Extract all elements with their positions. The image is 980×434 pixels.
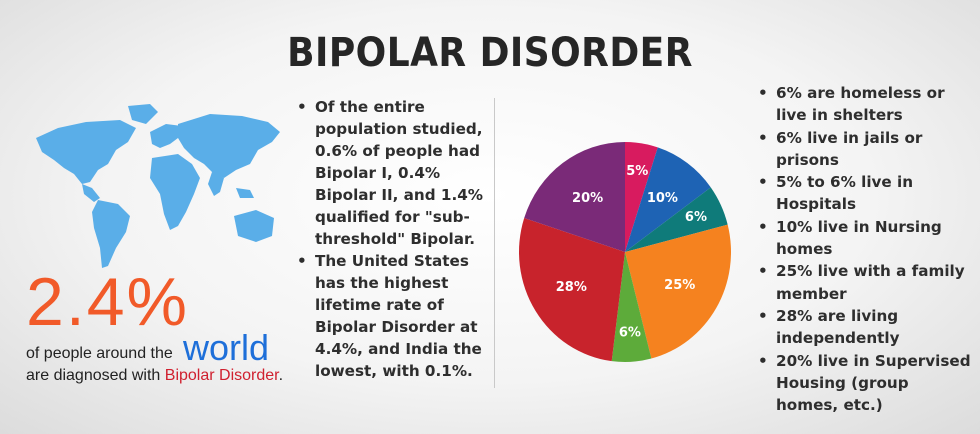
study-facts-list: Of the entire population studied, 0.6% o… (295, 96, 485, 382)
stat-world-word: world (183, 327, 270, 368)
living-situation-list: 6% are homeless or live in shelters 6% l… (756, 82, 976, 416)
caption-suffix: . (278, 367, 284, 384)
pie-slice (625, 147, 711, 252)
caption-prefix: are diagnosed with (26, 367, 165, 384)
list-item: 6% are homeless or live in shelters (756, 82, 976, 127)
pie-slice-label: 5% (626, 164, 648, 179)
pie-slice-label: 20% (572, 191, 603, 206)
stat-caption-line2: are diagnosed with Bipolar Disorder. (26, 367, 283, 385)
stat-caption-line1: of people around the (26, 345, 173, 362)
pie-slice-label: 28% (556, 280, 587, 295)
pie-slice (625, 224, 732, 359)
pie-slice-label: 6% (619, 326, 641, 341)
list-item: 20% live in Supervised Housing (group ho… (756, 350, 976, 417)
world-map-icon (36, 104, 280, 268)
pie-slice (625, 187, 728, 252)
caption-highlight: Bipolar Disorder (164, 367, 279, 384)
pie-slice (519, 218, 625, 362)
page-title: BIPOLAR DISORDER (287, 30, 693, 76)
list-item: 10% live in Nursing homes (756, 216, 976, 261)
list-item: The United States has the highest lifeti… (295, 250, 485, 382)
living-situation-pie-chart: 5% 10% 6% 25% 6% 28% 20% (519, 142, 732, 362)
pie-slice-label: 6% (685, 210, 707, 225)
stat-percentage: 2.4% (26, 264, 189, 340)
list-item: Of the entire population studied, 0.6% o… (295, 96, 485, 250)
list-item: 5% to 6% live in Hospitals (756, 171, 976, 216)
pie-slice (625, 142, 658, 252)
list-item: 25% live with a family member (756, 260, 976, 305)
list-item: 28% are living independently (756, 305, 976, 350)
pie-slice (524, 142, 625, 252)
list-item: 6% live in jails or prisons (756, 127, 976, 172)
pie-slice (611, 252, 652, 362)
divider (494, 98, 495, 388)
pie-slice-label: 10% (647, 191, 678, 206)
pie-slice-label: 25% (664, 278, 695, 293)
